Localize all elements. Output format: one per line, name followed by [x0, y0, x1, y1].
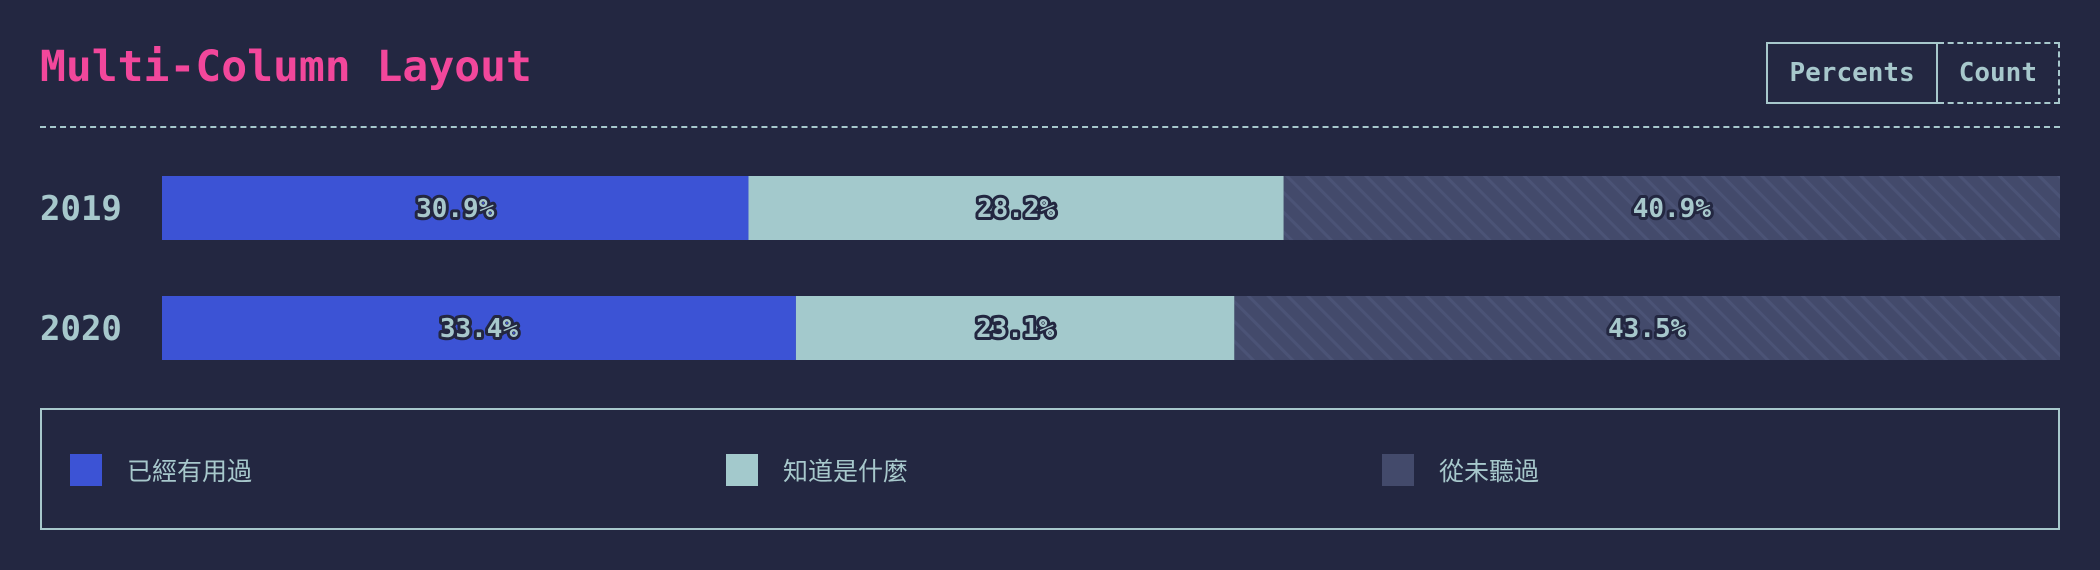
- bar-value-label: 30.9%: [416, 194, 495, 224]
- legend-label: 從未聽過: [1439, 457, 1540, 486]
- bar-segment[interactable]: [162, 176, 749, 240]
- bar-value-label: 40.9%: [1633, 194, 1712, 224]
- stacked-bar-chart: 2019 30.9% 28.2% 40.9% 2020 33.4% 23.1% 43.5%: [40, 176, 2060, 360]
- legend-item: 從未聽過: [1382, 454, 1539, 486]
- bar-value-label: 28.2%: [977, 194, 1056, 224]
- bar-segment[interactable]: [1234, 296, 2060, 360]
- bar-value-label: 33.4%: [440, 314, 519, 344]
- bar-segment[interactable]: [795, 296, 1235, 360]
- bar-value-label: 23.1%: [976, 314, 1055, 344]
- chart-title: Multi-Column Layout: [40, 42, 532, 92]
- view-mode-toggle: Percents Count: [1766, 42, 2060, 104]
- legend-item: 已經有用過: [70, 454, 252, 486]
- legend-swatch: [726, 454, 758, 486]
- percents-toggle-button[interactable]: Percents: [1766, 42, 1938, 104]
- bar-segment[interactable]: [162, 296, 796, 360]
- legend-swatch: [1382, 454, 1414, 486]
- bar-value-label: 43.5%: [1608, 314, 1687, 344]
- category-label: 2019: [40, 189, 122, 229]
- category-label: 2020: [40, 309, 122, 349]
- legend-label: 知道是什麼: [783, 457, 909, 486]
- bar-segment[interactable]: [1283, 176, 2060, 240]
- chart-legend: 已經有用過 知道是什麼 從未聽過: [40, 408, 2060, 530]
- count-toggle-button[interactable]: Count: [1937, 42, 2060, 104]
- bar-segment[interactable]: [748, 176, 1284, 240]
- header-divider: [40, 126, 2060, 128]
- legend-swatch: [70, 454, 102, 486]
- legend-item: 知道是什麼: [726, 454, 908, 486]
- legend-label: 已經有用過: [127, 457, 253, 486]
